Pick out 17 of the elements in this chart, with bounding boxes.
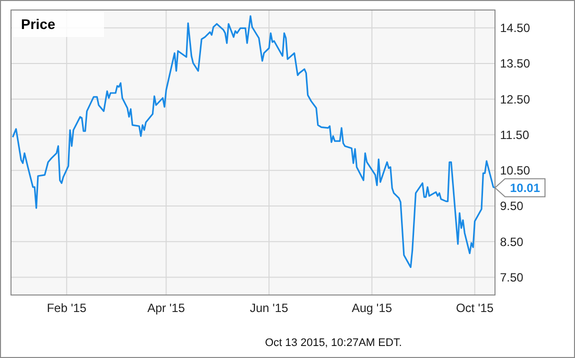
y-tick-label: 13.50 <box>500 56 530 71</box>
y-tick-label: 10.50 <box>500 164 530 178</box>
annotation: 10.01 <box>510 180 540 195</box>
x-tick-label: Oct '15 <box>456 301 494 315</box>
y-tick-label: 11.50 <box>500 128 530 142</box>
line-series <box>12 15 496 268</box>
y-tick-label: 14.50 <box>500 21 530 36</box>
y-tick-label: 8.50 <box>500 234 524 249</box>
chart-title: Price <box>21 16 56 32</box>
x-tick-label: Apr '15 <box>147 301 186 315</box>
y-tick-label: 12.50 <box>500 92 530 106</box>
y-tick-label: 7.50 <box>500 270 524 284</box>
text: Oct 13 2015, 10:27AM EDT. <box>265 337 402 349</box>
x-tick-label: Aug '15 <box>352 301 392 315</box>
x-tick-label: Jun '15 <box>250 301 289 315</box>
x-tick-label: Feb '15 <box>46 301 87 315</box>
y-tick-label: 9.50 <box>500 199 524 214</box>
